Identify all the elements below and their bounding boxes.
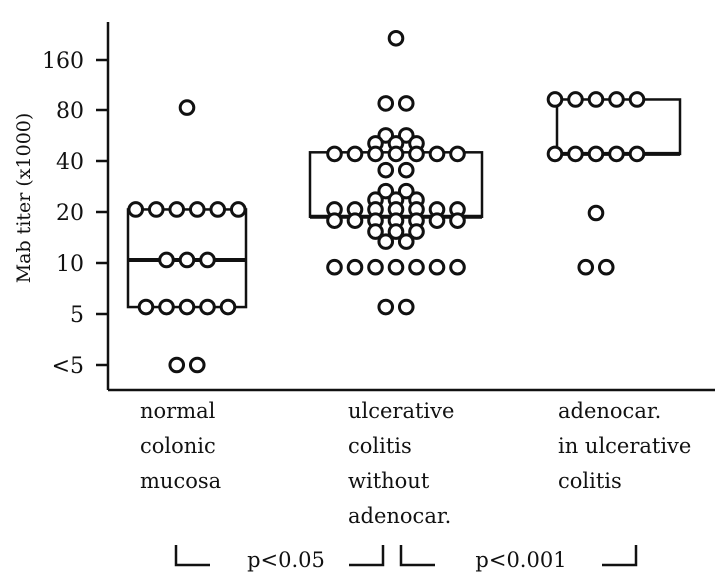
y-tick-label: <5 (52, 354, 84, 379)
category-label: adenocar. in ulcerative colitis (558, 399, 691, 493)
data-point (397, 161, 415, 179)
data-point (449, 212, 466, 229)
data-point (188, 356, 206, 374)
p-value-label: p<0.001 (475, 548, 566, 572)
data-point (367, 258, 384, 276)
data-point (608, 145, 625, 163)
data-point (326, 258, 343, 276)
data-point (387, 29, 405, 47)
group-1 (308, 29, 484, 316)
data-point (367, 145, 384, 163)
groups (126, 29, 682, 374)
group-0 (126, 99, 248, 374)
data-point (229, 201, 247, 218)
category-label-line: adenocar. (558, 399, 661, 423)
data-point (377, 95, 395, 112)
data-point (127, 201, 145, 218)
y-axis-label: Mab titer (x1000) (13, 113, 35, 284)
data-point (449, 145, 466, 163)
data-point (346, 145, 364, 163)
data-point (546, 91, 564, 108)
data-point (428, 258, 446, 276)
data-point (147, 201, 165, 218)
data-point (628, 91, 646, 108)
category-labels: normal colonic mucosa ulcerative colitis with… (140, 399, 691, 528)
data-point (567, 91, 584, 108)
data-point (587, 204, 605, 222)
data-point (577, 258, 595, 276)
data-point (178, 99, 196, 116)
comparison-bracket-left (174, 545, 210, 567)
data-point (178, 251, 196, 269)
data-point (397, 95, 415, 112)
data-point (158, 298, 175, 316)
y-tick-label: 20 (56, 201, 84, 226)
data-point (209, 201, 227, 218)
data-point (367, 223, 384, 240)
comparisons: p<0.05 p<0.001 (174, 545, 638, 572)
y-tick-label: 10 (56, 252, 84, 277)
comparison-bracket-left (399, 545, 435, 567)
category-label: normal colonic mucosa (140, 399, 221, 493)
category-label: ulcerative colitis without adenocar. (348, 399, 454, 528)
data-point (387, 145, 405, 163)
category-label-line: ulcerative (348, 399, 454, 423)
data-point (168, 201, 186, 218)
group-2 (546, 91, 682, 276)
category-label-line: mucosa (140, 469, 221, 493)
data-point (377, 161, 395, 179)
data-point (546, 145, 564, 163)
data-point (346, 258, 364, 276)
data-point (597, 258, 615, 276)
data-point (397, 298, 415, 316)
data-point (397, 182, 415, 200)
data-point (219, 298, 237, 316)
data-point (628, 145, 646, 163)
data-point (326, 212, 343, 229)
data-point (377, 233, 395, 250)
comparison-bracket-right (349, 545, 385, 567)
category-label-line: colitis (348, 434, 412, 458)
y-tick-label: 5 (70, 303, 84, 328)
data-point (408, 223, 425, 240)
data-point (178, 298, 196, 316)
data-point (199, 298, 216, 316)
data-point (168, 356, 186, 374)
data-point (137, 298, 155, 316)
data-point (188, 201, 206, 218)
data-point (387, 258, 405, 276)
category-label-line: adenocar. (348, 504, 451, 528)
category-label-line: colonic (140, 434, 216, 458)
data-point (326, 145, 343, 163)
category-label-line: colitis (558, 469, 622, 493)
data-point (567, 145, 584, 163)
data-point (428, 145, 446, 163)
data-point (199, 251, 216, 269)
y-tick-label: 160 (42, 49, 84, 74)
y-tick-label: 40 (56, 150, 84, 175)
category-label-line: without (348, 469, 430, 493)
category-label-line: normal (140, 399, 216, 423)
y-tick-label: 80 (56, 99, 84, 124)
data-point (408, 258, 425, 276)
data-point (387, 223, 405, 240)
data-point (377, 182, 395, 200)
data-point (158, 251, 175, 269)
data-point (377, 298, 395, 316)
y-ticks: <5 5 10 20 40 80 160 (42, 49, 108, 379)
comparison-bracket-right (602, 545, 638, 567)
data-point (587, 91, 605, 108)
data-point (608, 91, 625, 108)
category-label-line: in ulcerative (558, 434, 691, 458)
data-point (449, 258, 466, 276)
data-point (587, 145, 605, 163)
data-point (397, 233, 415, 250)
data-point (346, 212, 364, 229)
p-value-label: p<0.05 (247, 548, 325, 572)
data-point (428, 212, 446, 229)
data-point (408, 145, 425, 163)
